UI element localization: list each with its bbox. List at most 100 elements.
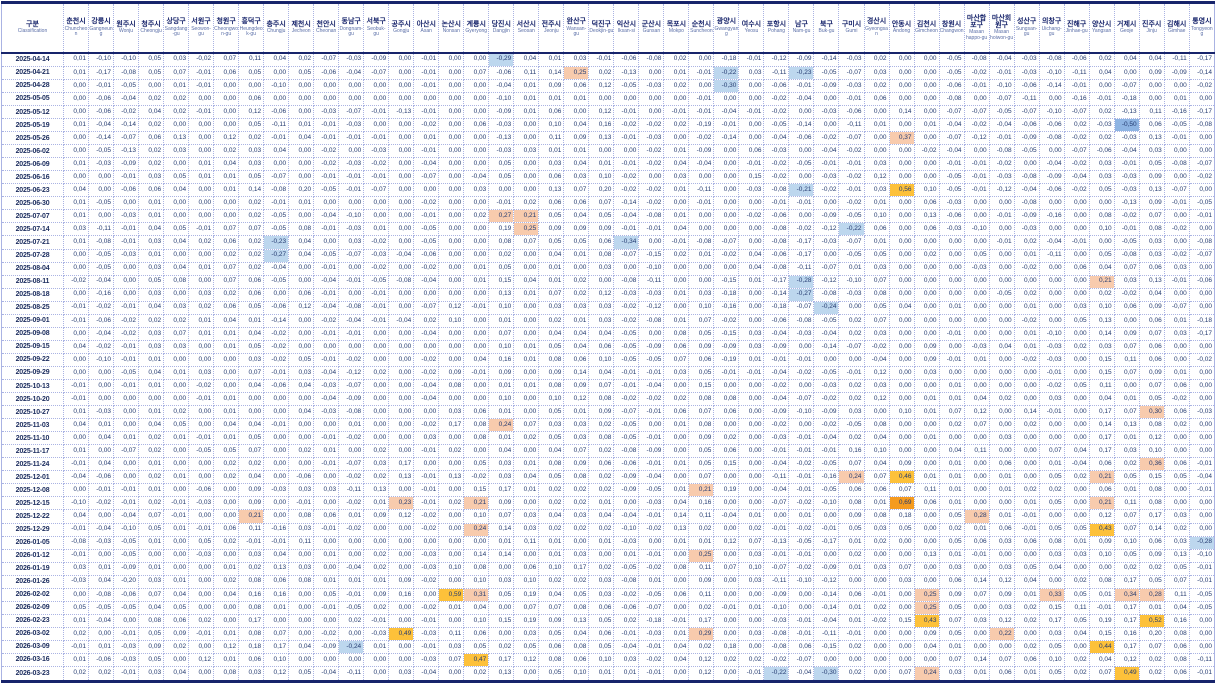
value-cell[interactable]: -0,14 (813, 600, 840, 615)
value-cell[interactable]: -0,08 (988, 144, 1015, 159)
value-cell[interactable]: 0,07 (888, 483, 915, 498)
value-cell[interactable]: 0,01 (513, 78, 540, 93)
value-cell[interactable]: -0,10 (838, 274, 865, 289)
value-cell[interactable]: 0,00 (163, 352, 190, 367)
value-cell[interactable]: -0,01 (688, 104, 715, 120)
value-cell[interactable]: 0,16 (588, 118, 615, 133)
value-cell[interactable]: 0,02 (338, 613, 365, 628)
value-cell[interactable]: -0,09 (763, 405, 790, 420)
value-cell[interactable]: -0,01 (338, 326, 365, 341)
value-cell[interactable]: -0,02 (263, 339, 290, 354)
value-cell[interactable]: -0,04 (263, 261, 290, 276)
value-cell[interactable]: 0,02 (538, 496, 565, 511)
value-cell[interactable]: -0,01 (113, 496, 140, 511)
value-cell[interactable]: -0,11 (763, 574, 790, 589)
value-cell[interactable]: 0,09 (538, 222, 565, 237)
column-header-sangdang-gu[interactable]: 상당구 Sangdang-gu (163, 2, 190, 54)
value-cell[interactable]: 0,00 (238, 405, 265, 420)
value-cell[interactable]: 0,17 (488, 652, 515, 668)
value-cell[interactable]: -0,01 (638, 666, 665, 682)
value-cell[interactable]: -0,02 (1063, 183, 1090, 198)
value-cell[interactable]: 0,11 (238, 52, 265, 67)
value-cell[interactable]: 0,03 (238, 666, 265, 682)
value-cell[interactable]: -0,02 (613, 183, 640, 198)
date-cell[interactable]: 2026-01-05 (1, 535, 64, 550)
value-cell[interactable]: 0,03 (138, 261, 165, 276)
value-cell[interactable]: -0,03 (363, 626, 390, 641)
value-cell[interactable]: 0,00 (688, 52, 715, 67)
value-cell[interactable]: 0,00 (513, 392, 540, 407)
value-cell[interactable]: 0,02 (563, 274, 590, 289)
value-cell[interactable]: 0,04 (1088, 261, 1115, 276)
value-cell[interactable]: 0,00 (438, 196, 465, 211)
value-cell[interactable]: 0,00 (863, 652, 890, 668)
value-cell[interactable]: 0,00 (163, 392, 190, 407)
value-cell[interactable]: -0,01 (713, 118, 740, 133)
value-cell[interactable]: 0,12 (1113, 652, 1140, 668)
value-cell[interactable]: 0,05 (138, 274, 165, 289)
value-cell[interactable]: 0,00 (113, 405, 140, 420)
value-cell[interactable]: 0,15 (1088, 626, 1115, 641)
value-cell[interactable]: 0,02 (663, 392, 690, 407)
value-cell[interactable]: 0,00 (438, 261, 465, 276)
value-cell[interactable]: 0,09 (138, 639, 165, 654)
value-cell[interactable]: -0,08 (1113, 248, 1140, 263)
value-cell[interactable]: -0,01 (363, 313, 390, 328)
value-cell[interactable]: 0,00 (663, 300, 690, 315)
date-cell[interactable]: 2025-09-22 (1, 352, 64, 367)
value-cell[interactable]: -0,03 (1188, 405, 1216, 420)
value-cell[interactable]: -0,01 (1013, 509, 1040, 524)
value-cell[interactable]: 0,21 (238, 509, 265, 524)
value-cell[interactable]: 0,05 (163, 222, 190, 237)
value-cell[interactable]: 0,01 (863, 496, 890, 511)
value-cell[interactable]: -0,03 (113, 248, 140, 263)
value-cell[interactable]: 0,12 (1138, 431, 1165, 446)
value-cell[interactable]: 0,01 (288, 118, 315, 133)
value-cell[interactable]: 0,00 (313, 91, 340, 107)
value-cell[interactable]: -0,16 (1063, 91, 1090, 107)
value-cell[interactable]: 0,00 (288, 392, 315, 407)
value-cell[interactable]: -0,03 (338, 157, 365, 172)
value-cell[interactable]: 0,01 (338, 574, 365, 589)
value-cell[interactable]: 0,05 (488, 261, 515, 276)
value-cell[interactable]: 0,03 (938, 561, 965, 576)
value-cell[interactable]: 0,00 (188, 561, 215, 576)
value-cell[interactable]: 0,02 (738, 652, 765, 668)
value-cell[interactable]: 0,02 (1063, 574, 1090, 589)
value-cell[interactable]: 0,00 (738, 470, 765, 485)
value-cell[interactable]: 0,00 (738, 613, 765, 628)
value-cell[interactable]: 0,00 (163, 535, 190, 550)
value-cell[interactable]: -0,02 (763, 91, 790, 107)
value-cell[interactable]: 0,01 (313, 548, 340, 563)
value-cell[interactable]: -0,01 (1063, 78, 1090, 93)
value-cell[interactable]: 0,00 (713, 157, 740, 172)
value-cell[interactable]: 0,02 (138, 118, 165, 133)
value-cell[interactable]: 0,07 (738, 535, 765, 550)
value-cell[interactable]: -0,12 (813, 574, 840, 589)
date-cell[interactable]: 2025-12-22 (1, 509, 64, 524)
value-cell[interactable]: -0,01 (788, 548, 815, 563)
value-cell[interactable]: 0,04 (588, 365, 615, 380)
value-cell[interactable]: 0,03 (863, 65, 890, 80)
value-cell[interactable]: 0,05 (888, 522, 915, 537)
value-cell[interactable]: 0,00 (88, 183, 115, 198)
value-cell[interactable]: 0,00 (388, 326, 415, 341)
value-cell[interactable]: -0,05 (613, 78, 640, 93)
value-cell[interactable]: -0,08 (638, 209, 665, 224)
value-cell[interactable]: 0,00 (963, 326, 990, 341)
value-cell[interactable]: 0,08 (538, 652, 565, 668)
value-cell[interactable]: 0,00 (438, 287, 465, 302)
value-cell[interactable]: -0,10 (1038, 326, 1065, 341)
value-cell[interactable]: 0,04 (563, 339, 590, 354)
value-cell[interactable]: -0,11 (1063, 65, 1090, 80)
value-cell[interactable]: 0,00 (388, 209, 415, 224)
value-cell[interactable]: 0,02 (1013, 613, 1040, 628)
value-cell[interactable]: 0,00 (613, 261, 640, 276)
value-cell[interactable]: 0,06 (863, 222, 890, 237)
value-cell[interactable]: -0,15 (813, 639, 840, 654)
value-cell[interactable]: 0,00 (813, 118, 840, 133)
value-cell[interactable]: 0,00 (788, 170, 815, 185)
value-cell[interactable]: 0,02 (538, 574, 565, 589)
value-cell[interactable]: 0,19 (713, 483, 740, 498)
value-cell[interactable]: -0,03 (963, 261, 990, 276)
